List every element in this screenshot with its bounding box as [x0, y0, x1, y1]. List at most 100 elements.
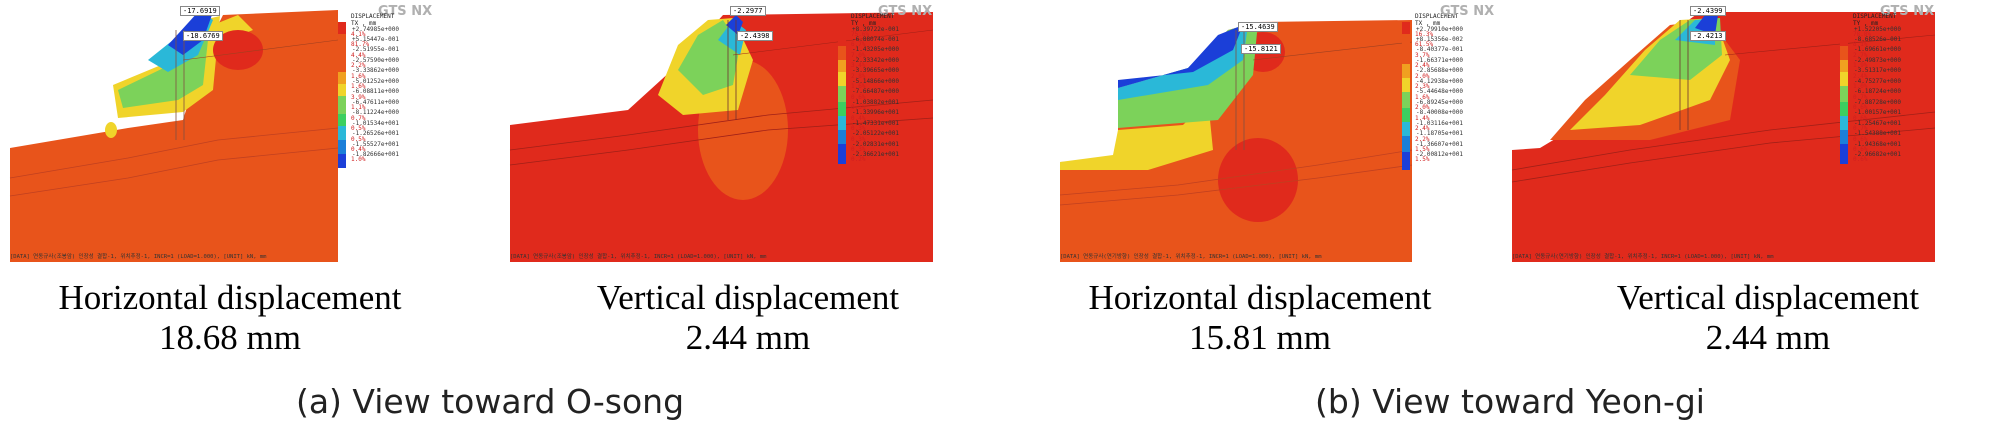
legend-percent: 0.3% — [851, 146, 866, 153]
tag-max-top: -17.6919 — [180, 6, 220, 16]
strata-line — [1511, 127, 1936, 183]
legend-value: -2.96682e+001 — [1854, 151, 1901, 158]
legend-value: -3.33862e+000 — [352, 67, 399, 74]
legend-value: -2.85688e+000 — [1416, 67, 1463, 74]
legend-value: -3.39665e+000 — [852, 67, 899, 74]
legend-value: -1.03882e+001 — [852, 99, 899, 106]
legend-title-line2: TX , mm — [1415, 20, 1441, 27]
legend-value: -6.47611e+000 — [352, 99, 399, 106]
legend-value: -7.88728e+000 — [1854, 99, 1901, 106]
tag-max-mid: -2.4213 — [1690, 31, 1726, 41]
legend-percent: 0.3% — [851, 104, 866, 111]
strata-line — [1059, 164, 1413, 206]
legend-percent: 3.9% — [351, 94, 366, 101]
legend-value: -8.68526e-001 — [1854, 36, 1901, 43]
caption-value: 2.44 mm — [685, 318, 811, 357]
tag-max-mid: -15.8121 — [1241, 44, 1281, 54]
group-label-a: (a) View toward O-song — [295, 382, 685, 421]
strata-line — [509, 117, 934, 166]
legend-value: -2.33342e+000 — [852, 57, 899, 64]
group-label-b: (b) View toward Yeon-gi — [1315, 382, 1705, 421]
legend-percent: 0.2% — [851, 156, 866, 163]
legend-title-line1: DISPLACEMENT — [1415, 13, 1459, 20]
legend-percent: 0.6% — [851, 94, 866, 101]
tag-max-mid: -18.6769 — [183, 31, 223, 41]
displacement-zone-blue — [1118, 25, 1243, 88]
legend-colorbar — [1840, 12, 1848, 164]
legend-percent: 3.7% — [1415, 52, 1430, 59]
legend-value: -5.14866e+000 — [852, 78, 899, 85]
contour-plot-b-horizontal — [1059, 20, 1413, 262]
legend-value: -8.40008e+000 — [1416, 109, 1463, 116]
legend-percent: 6.7% — [851, 41, 866, 48]
legend-percent: 2.2% — [1415, 136, 1430, 143]
panel-footer: [DATA] 연동규사(연기방향) 인장성 결합-1, 위치추정-1, INCR… — [1060, 254, 1322, 260]
legend-value: -8.40377e-001 — [1416, 46, 1463, 53]
legend-title-line1: DISPLACEMENT — [851, 13, 895, 20]
legend-percent: 2.3% — [1415, 83, 1430, 90]
legend-percent: 4.1% — [351, 31, 366, 38]
legend-title: DISPLACEMENT TX , mm — [1415, 13, 1458, 27]
panel-footer: [DATA] 연동규사(조봉암) 인장성 결합-1, 위치추정-1, INCR=… — [10, 254, 267, 260]
legend-colorbar — [838, 22, 846, 164]
legend-value: -1.26526e+001 — [352, 130, 399, 137]
legend-percent: 1.1% — [351, 104, 366, 111]
legend-value: -4.12938e+000 — [1416, 78, 1463, 85]
legend-percent: 1.4% — [1415, 115, 1430, 122]
legend-percent: 0.4% — [351, 146, 366, 153]
strata-line — [182, 39, 339, 61]
legend-percent: 1.6% — [351, 73, 366, 80]
legend-value: -7.66487e+000 — [852, 88, 899, 95]
tag-max-top: -15.4639 — [1238, 22, 1278, 32]
legend-percent: 2.0% — [1415, 104, 1430, 111]
tag-max-mid: -2.4398 — [737, 31, 773, 41]
brand-logo: GTS NX — [1440, 4, 1495, 19]
legend-percent: 7.0% — [851, 52, 866, 59]
legend-percent: 1.9% — [1853, 62, 1868, 69]
legend-percent: 1.5% — [1415, 156, 1430, 163]
panel-b-horizontal: DISPLACEMENT TX , mm -15.4639 -15.8121 +… — [1058, 0, 1568, 268]
strata-line — [1059, 149, 1413, 196]
legend-percent: 2.7% — [1853, 52, 1868, 59]
panel-a-horizontal: GTS NX DISPLACEMENT TX , mm -17.6919 -18… — [8, 0, 518, 268]
legend-title: DISPLACEMENT TY , mm — [1853, 13, 1896, 27]
strata-line — [1511, 111, 1936, 171]
legend-value: -6.18724e+000 — [1854, 88, 1901, 95]
caption-b-horizontal: Horizontal displacement 15.81 mm — [1050, 278, 1470, 358]
legend-percent: 0.6% — [1853, 146, 1868, 153]
legend-value: -1.69661e+000 — [1854, 46, 1901, 53]
tag-max-top: -2.4399 — [1690, 6, 1726, 16]
legend-title-line1: DISPLACEMENT — [1853, 13, 1897, 20]
strata-line — [9, 147, 339, 197]
caption-value: 18.68 mm — [159, 318, 301, 357]
legend-value: -2.57590e+000 — [352, 57, 399, 64]
legend-percent: 0.3% — [851, 125, 866, 132]
caption-title: Horizontal displacement — [1088, 278, 1432, 317]
legend-title-line2: TX , mm — [351, 20, 377, 27]
legend-value: -1.66371e+000 — [1416, 57, 1463, 64]
panel-b-vertical: GTS NX DISPLACEMENT TY , mm -2.4399 -2.4… — [1510, 0, 1997, 268]
legend-value: -6.88074e-001 — [852, 36, 899, 43]
legend-percent: 0.7% — [1853, 125, 1868, 132]
displacement-zone-red — [213, 30, 263, 70]
legend-value: -1.55527e+001 — [352, 141, 399, 148]
legend-value: -5.44648e+000 — [1416, 88, 1463, 95]
legend-value: -4.75277e+000 — [1854, 78, 1901, 85]
legend-value: -2.36621e+001 — [852, 151, 899, 158]
legend-percent: 8.1% — [1853, 41, 1868, 48]
strata-line — [9, 127, 339, 179]
legend-value: -3.51317e+000 — [1854, 67, 1901, 74]
contour-plot-a-vertical — [509, 12, 934, 262]
legend-percent: 61.5% — [1415, 41, 1434, 48]
legend-percent: 0.6% — [1853, 115, 1868, 122]
legend-colorbar — [338, 22, 346, 168]
legend-value: -1.03116e+001 — [1416, 120, 1463, 127]
displacement-zone-blue — [726, 15, 743, 35]
legend-value: +2.79910e+000 — [1416, 26, 1463, 33]
brand-logo: GTS NX — [378, 4, 433, 19]
legend-value: -1.01534e+001 — [352, 120, 399, 127]
displacement-zone-toe — [105, 122, 117, 138]
legend-percent: 1.0% — [1853, 83, 1868, 90]
legend-value: -1.36607e+001 — [1416, 141, 1463, 148]
legend-percent: 3.4% — [851, 62, 866, 69]
